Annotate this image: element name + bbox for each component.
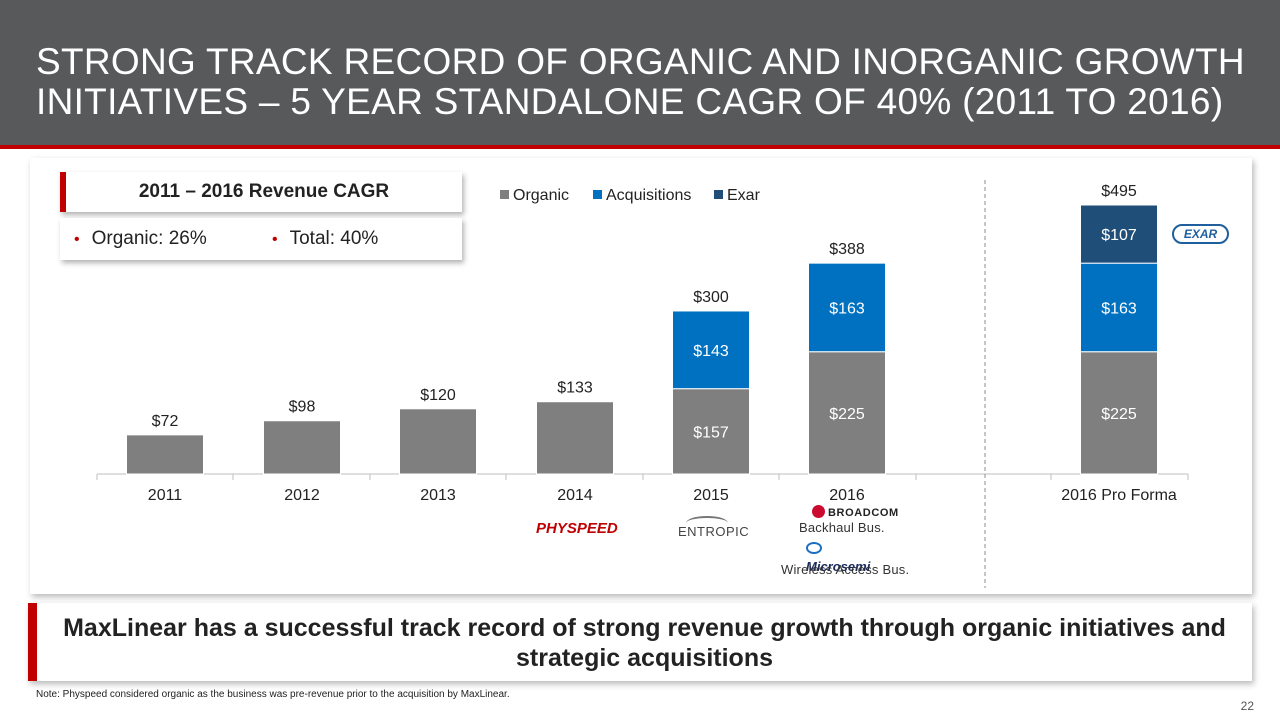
bar-total-label: $300 [693,289,729,306]
bar-total-label: $72 [152,413,179,430]
header-accent-line [0,145,1280,149]
cagr-total-stat: • Total: 40% [272,218,378,260]
cagr-organic-stat: • Organic: 26% [74,218,207,260]
segment-value-label: $225 [1101,406,1137,423]
broadcom-mark-icon [812,505,825,518]
bar-total-label: $495 [1101,183,1137,200]
legend-swatch [714,190,723,199]
bar-organic-2012 [263,420,341,475]
microsemi-logo: Microsemi [806,540,884,574]
legend-organic-label: Organic [513,187,570,204]
segment-value-label: $163 [829,300,865,317]
broadcom-logo-text: BROADCOM [828,507,899,519]
x-axis-category-label: 2013 [420,487,456,504]
bar-acquisitions-2016-pro-forma [1080,262,1158,353]
bar-organic-2013 [399,408,477,475]
bar-organic-2011 [126,434,204,475]
x-axis-category-label: 2015 [693,487,729,504]
x-axis-category-label: 2012 [284,487,320,504]
segment-value-label: $107 [1101,227,1137,244]
cagr-stats-box: • Organic: 26% • Total: 40% [60,218,462,260]
bar-organic-2014 [536,401,614,475]
microsemi-logo-text: Microsemi [806,559,871,574]
segment-value-label: $225 [829,406,865,423]
bar-total-label: $388 [829,241,865,258]
summary-banner-text: MaxLinear has a successful track record … [63,614,1226,672]
bar-organic-2015 [672,388,750,475]
segment-value-label: $143 [693,343,729,360]
segment-value-label: $163 [1101,300,1137,317]
legend-swatch [500,190,509,199]
bar-organic-2016-pro-forma [1080,351,1158,475]
bar-exar-2016-pro-forma [1080,204,1158,264]
exar-logo: EXAR [1172,224,1229,244]
header-bar [0,0,1280,145]
entropic-arc-icon [686,516,728,530]
cagr-title-box: 2011 – 2016 Revenue CAGR [60,172,462,212]
entropic-logo-text: ENTROPIC [678,524,750,539]
microsemi-caption: Wireless Access Bus. [781,562,910,577]
bar-total-label: $98 [289,399,316,416]
bar-acquisitions-2016 [808,262,886,353]
broadcom-caption: Backhaul Bus. [799,520,885,535]
bar-acquisitions-2015 [672,310,750,390]
bar-total-label: $120 [420,387,456,404]
legend-exar-label: Exar [727,187,760,204]
broadcom-logo: BROADCOM [812,505,902,521]
x-axis-category-label: 2011 [148,487,183,504]
x-axis-category-label: 2014 [557,487,593,504]
entropic-logo: ENTROPIC [678,514,750,542]
physpeed-logo: PHYSPEED [536,520,618,537]
page-number: 22 [1240,699,1254,713]
bar-organic-2016 [808,351,886,475]
bullet-icon: • [272,231,278,248]
microsemi-mark-icon [806,542,822,554]
legend-acquisitions: Acquisitions [593,186,691,206]
cagr-organic-value: Organic: 26% [91,228,207,249]
legend-swatch [593,190,602,199]
x-axis-category-label: 2016 Pro Forma [1061,487,1177,504]
bar-total-label: $133 [557,380,593,397]
legend-organic: Organic [500,186,569,206]
bullet-icon: • [74,231,80,248]
x-axis-category-label: 2016 [829,487,865,504]
cagr-title: 2011 – 2016 Revenue CAGR [138,181,390,202]
page-title: STRONG TRACK RECORD OF ORGANIC AND INORG… [36,41,1245,122]
summary-banner: MaxLinear has a successful track record … [28,603,1252,681]
cagr-total-value: Total: 40% [289,228,379,249]
footnote: Note: Physpeed considered organic as the… [36,689,510,700]
legend-exar: Exar [714,186,760,206]
legend-acquisitions-label: Acquisitions [606,187,692,204]
segment-value-label: $157 [693,424,729,441]
